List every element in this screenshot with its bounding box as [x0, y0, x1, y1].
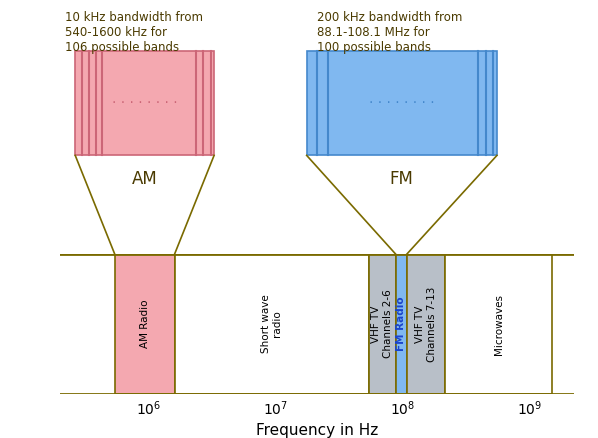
Text: FM: FM	[390, 170, 414, 187]
Text: · · · · · · · ·: · · · · · · · ·	[369, 96, 435, 110]
Text: · · · · · · · ·: · · · · · · · ·	[112, 96, 178, 110]
Bar	[175, 254, 369, 394]
Bar	[75, 51, 214, 155]
Text: FM Radio: FM Radio	[396, 297, 406, 351]
Text: 10 kHz bandwidth from
540-1600 kHz for
106 possible bands: 10 kHz bandwidth from 540-1600 kHz for 1…	[65, 11, 203, 54]
Text: AM: AM	[132, 170, 157, 187]
Text: AM Radio: AM Radio	[140, 300, 150, 348]
X-axis label: Frequency in Hz: Frequency in Hz	[256, 423, 378, 438]
Bar	[369, 254, 396, 394]
Text: Microwaves: Microwaves	[493, 293, 504, 355]
Bar	[115, 254, 175, 394]
Bar	[407, 254, 445, 394]
Bar	[307, 51, 497, 155]
Bar	[396, 254, 407, 394]
Text: VHF TV
Channels 7-13: VHF TV Channels 7-13	[415, 286, 437, 362]
Text: 200 kHz bandwidth from
88.1-108.1 MHz for
100 possible bands: 200 kHz bandwidth from 88.1-108.1 MHz fo…	[317, 11, 462, 54]
Text: VHF TV
Channels 2-6: VHF TV Channels 2-6	[371, 290, 393, 358]
Text: Short wave
radio: Short wave radio	[261, 295, 282, 353]
Bar	[445, 254, 552, 394]
